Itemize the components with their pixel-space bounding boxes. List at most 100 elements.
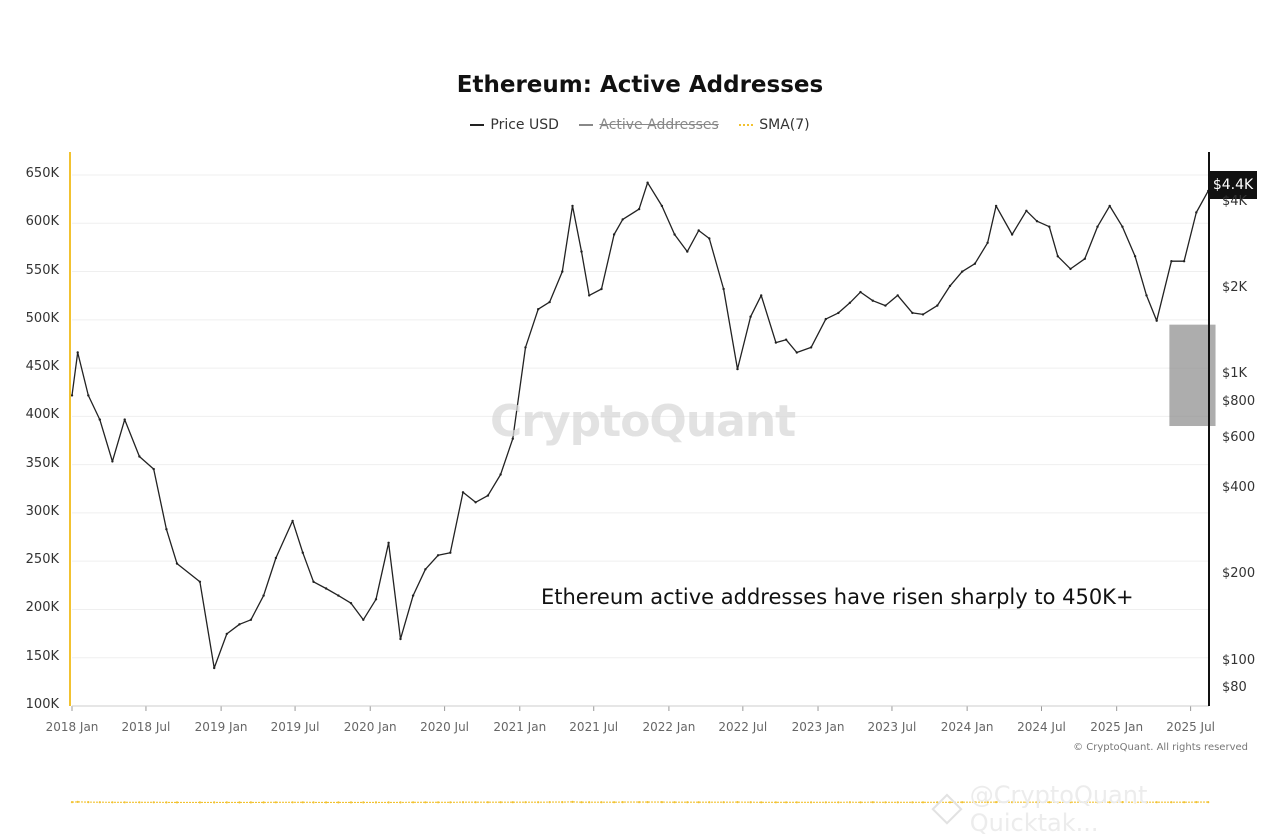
series-point-sma-71 (948, 801, 952, 804)
legend-swatch-active-addresses (579, 124, 594, 126)
series-point-price-28 (424, 568, 427, 571)
series-point-sma-76 (1011, 801, 1014, 804)
series-point-sma-64 (859, 801, 862, 804)
x-tick-15: 2025 Jul (1166, 720, 1216, 734)
series-point-sma-20 (325, 801, 328, 804)
x-tick-3: 2019 Jul (270, 720, 320, 734)
x-tick-8: 2022 Jan (642, 720, 696, 734)
series-point-price-40 (571, 204, 574, 208)
x-tick-5: 2020 Jul (420, 720, 470, 734)
series-point-price-90 (1182, 260, 1186, 263)
series-point-price-52 (708, 237, 711, 240)
series-point-price-32 (474, 501, 477, 504)
series-point-price-55 (749, 315, 752, 318)
y-tick-right-1: $2K (1222, 279, 1248, 295)
legend-label-sma: SMA(7) (759, 117, 810, 133)
series-point-price-42 (588, 294, 591, 297)
legend-item-sma[interactable]: SMA(7) (739, 117, 810, 133)
series-point-sma-50 (686, 801, 689, 804)
series-point-price-58 (784, 338, 788, 341)
series-point-price-46 (637, 207, 641, 211)
series-point-sma-80 (1056, 801, 1059, 804)
series-point-price-44 (612, 233, 616, 236)
y-tick-left-4: 450K (25, 359, 59, 375)
x-tick-0: 2018 Jan (45, 720, 99, 734)
series-point-sma-39 (561, 801, 564, 804)
series-point-price-54 (736, 367, 739, 371)
series-point-sma-42 (588, 801, 591, 804)
series-point-sma-48 (660, 801, 664, 804)
legend-item-price[interactable]: Price USD (470, 117, 559, 133)
series-point-sma-73 (973, 801, 977, 804)
series-point-price-38 (548, 300, 551, 304)
series-point-sma-46 (638, 801, 641, 804)
series-point-price-70 (936, 304, 939, 307)
series-point-price-84 (1108, 204, 1111, 208)
copyright-text: © CryptoQuant. All rights reserved (1073, 742, 1248, 753)
series-point-price-61 (824, 317, 827, 321)
x-tick-13: 2024 Jul (1017, 720, 1066, 734)
series-point-sma-54 (736, 801, 739, 804)
series-point-price-17 (291, 519, 294, 523)
series-point-sma-53 (722, 801, 725, 804)
series-point-sma-47 (646, 801, 649, 804)
series-point-sma-43 (600, 801, 603, 804)
series-point-price-68 (911, 311, 914, 315)
series-point-sma-26 (399, 801, 402, 804)
series-point-price-18 (301, 551, 304, 554)
series-point-price-60 (809, 346, 813, 349)
y-tick-left-7: 300K (25, 503, 59, 519)
y-tick-right-6: $200 (1222, 566, 1256, 582)
series-point-price-64 (859, 290, 862, 294)
series-point-sma-89 (1170, 801, 1173, 804)
series-point-price-34 (499, 473, 502, 476)
series-point-price-22 (349, 602, 353, 605)
series-point-sma-27 (412, 801, 415, 804)
y-tick-right-0: $4K (1222, 193, 1248, 209)
series-point-sma-68 (911, 801, 914, 804)
series-point-sma-18 (301, 801, 304, 804)
series-point-sma-35 (511, 801, 514, 804)
series-point-sma-57 (774, 801, 778, 804)
series-point-price-7 (152, 467, 155, 471)
series-point-price-62 (837, 311, 840, 315)
series-point-sma-63 (848, 801, 852, 804)
series-point-price-59 (795, 351, 798, 354)
series-point-sma-92 (1207, 801, 1210, 804)
series-point-price-27 (411, 594, 415, 597)
series-point-sma-12 (225, 801, 228, 804)
series-point-price-20 (324, 587, 328, 590)
series-point-price-81 (1069, 267, 1072, 271)
source-watermark: @CryptoQuant Quicktak... (931, 781, 1280, 837)
series-point-price-35 (511, 437, 514, 440)
series-point-price-89 (1170, 260, 1173, 263)
series-point-price-36 (524, 346, 527, 349)
series-point-sma-51 (697, 801, 700, 804)
series-point-sma-87 (1145, 801, 1148, 804)
series-point-sma-62 (837, 801, 840, 804)
x-tick-4: 2020 Jan (343, 720, 397, 734)
sma-series-group (70, 800, 1210, 804)
series-point-sma-66 (884, 801, 887, 804)
series-point-sma-29 (437, 801, 440, 804)
series-point-sma-19 (312, 801, 315, 804)
series-point-sma-91 (1195, 801, 1198, 804)
x-tick-10: 2023 Jan (791, 720, 845, 734)
legend-label-price: Price USD (490, 117, 559, 133)
series-point-sma-58 (785, 801, 788, 804)
series-point-sma-38 (548, 801, 551, 804)
series-point-price-9 (175, 562, 179, 565)
series-point-sma-70 (936, 801, 939, 804)
series-point-sma-15 (262, 801, 265, 804)
series-point-price-0 (70, 394, 74, 397)
series-point-price-43 (600, 287, 603, 291)
watermark-text: CryptoQuant (490, 396, 796, 447)
series-point-price-3 (98, 418, 102, 421)
series-point-price-79 (1048, 225, 1051, 228)
series-point-sma-25 (387, 801, 390, 804)
current-price-label: $4.4K (1209, 171, 1257, 199)
series-point-price-88 (1155, 319, 1158, 322)
series-point-price-51 (697, 229, 700, 232)
legend-item-active-addresses[interactable]: Active Addresses (579, 117, 719, 133)
series-point-sma-55 (749, 801, 752, 804)
